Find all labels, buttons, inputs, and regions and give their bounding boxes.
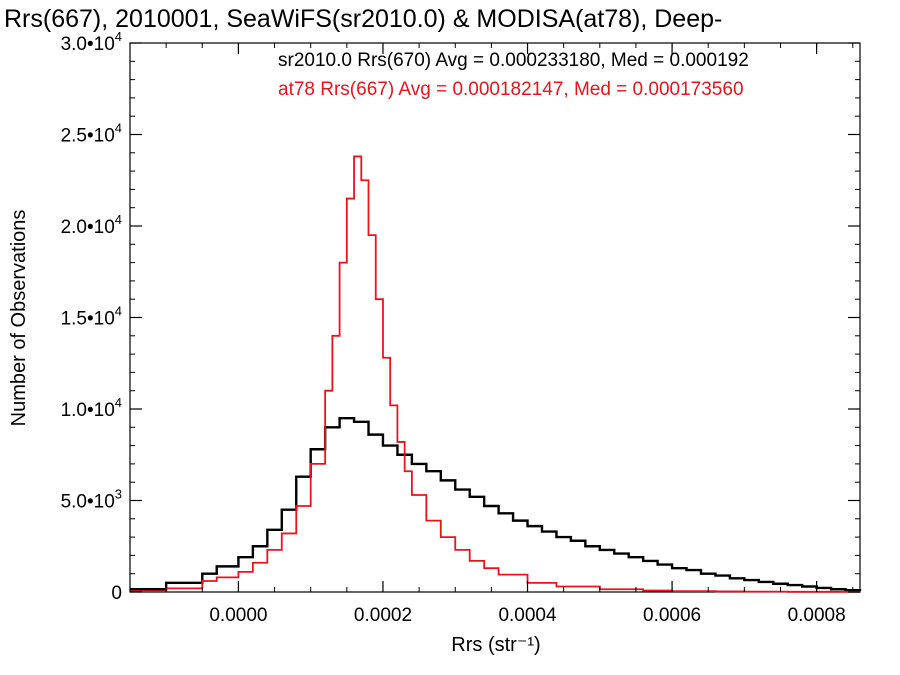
x-tick-label: 0.0008: [788, 605, 846, 626]
x-tick-label: 0.0000: [209, 605, 267, 626]
y-tick-label: 1.5•104: [61, 304, 122, 330]
x-tick-label: 0.0006: [643, 605, 701, 626]
tick-labels-group: 0.0000 0.0002 0.0004 0.0006 0.0008 0 5.0•103 1.…: [61, 29, 846, 626]
y-axis-label: Number of Observations: [8, 210, 30, 427]
series-1-line: [130, 155, 861, 593]
x-tick-label: 0.0004: [498, 605, 557, 626]
y-tick-label: 5.0•103: [61, 487, 122, 513]
chart-title: Rrs(667), 2010001, SeaWiFS(sr2010.0) & M…: [4, 5, 722, 33]
y-tick-label: 3.0•104: [61, 29, 122, 55]
x-axis-label: Rrs (str⁻¹): [451, 634, 540, 656]
x-tick-label: 0.0002: [354, 605, 412, 626]
y-tick-label: 2.5•104: [61, 121, 122, 147]
annotation-sr2010: sr2010.0 Rrs(670) Avg = 0.000233180, Med…: [278, 50, 749, 71]
y-tick-label: 2.0•104: [61, 212, 122, 238]
y-tick-label: 1.0•104: [61, 395, 122, 421]
series-0-line: [130, 416, 862, 592]
y-tick-label: 0: [111, 583, 122, 604]
series-group: [130, 155, 862, 593]
ticks-group: [129, 42, 860, 593]
annotation-at78: at78 Rrs(667) Avg = 0.000182147, Med = 0…: [278, 79, 744, 100]
